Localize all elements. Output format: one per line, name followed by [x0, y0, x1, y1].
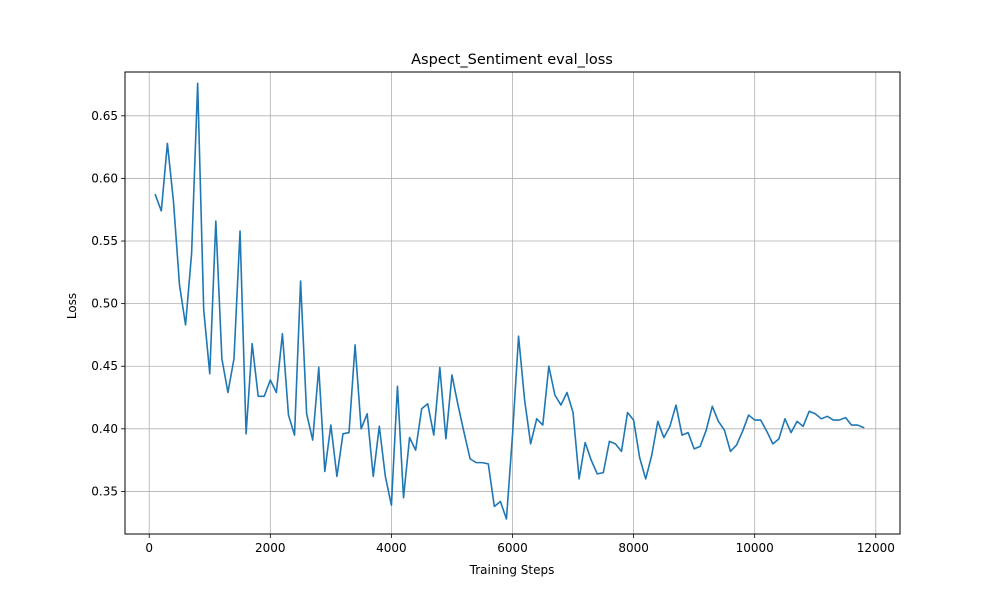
- y-axis-label: Loss: [65, 293, 79, 319]
- eval-loss-line: [154, 82, 865, 520]
- x-tick-label: 4000: [376, 541, 407, 555]
- y-tick-label: 0.45: [91, 359, 118, 373]
- chart-title: Aspect_Sentiment eval_loss: [411, 52, 613, 68]
- y-axis-ticks: 0.35 0.40 0.45 0.50 0.55 0.60 0.65: [91, 109, 125, 498]
- y-tick-label: 0.55: [91, 234, 118, 248]
- y-tick-label: 0.50: [91, 297, 118, 311]
- x-tick-label: 0: [145, 541, 153, 555]
- y-tick-label: 0.35: [91, 484, 118, 498]
- y-tick-label: 0.60: [91, 171, 118, 185]
- x-tick-label: 6000: [497, 541, 528, 555]
- x-tick-label: 10000: [736, 541, 774, 555]
- x-tick-label: 2000: [255, 541, 286, 555]
- x-tick-label: 8000: [618, 541, 649, 555]
- grid-lines: [125, 72, 900, 534]
- series-layer: [154, 82, 865, 520]
- x-tick-label: 12000: [857, 541, 895, 555]
- x-axis-label: Training Steps: [469, 563, 555, 577]
- x-axis-ticks: 0 2000 4000 6000 8000 10000 12000: [145, 534, 895, 555]
- y-tick-label: 0.40: [91, 422, 118, 436]
- y-tick-label: 0.65: [91, 109, 118, 123]
